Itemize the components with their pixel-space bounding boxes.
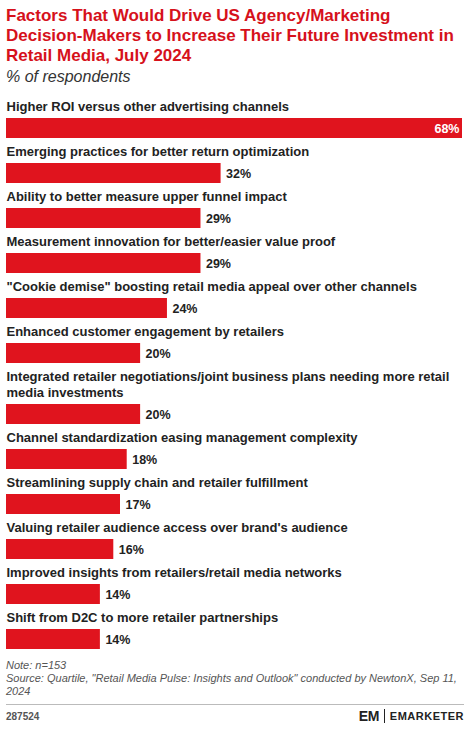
- svg-text:Streamlining supply chain and: Streamlining supply chain and retailer f…: [7, 475, 309, 490]
- svg-text:Enhanced customer engagement b: Enhanced customer engagement by retailer…: [7, 324, 284, 339]
- html-text:Source: Quartile, "Retail Medi: Source: Quartile, "Retail Media Pulse: I…: [6, 672, 457, 697]
- svg-text:14%: 14%: [105, 588, 130, 602]
- svg-text:17%: 17%: [126, 498, 151, 512]
- svg-text:Integrated retailer negotiatio: Integrated retailer negotiations/joint b…: [7, 369, 450, 400]
- svg-text:20%: 20%: [146, 408, 171, 422]
- html-text:Factors That Would Drive US Ag: Factors That Would Drive US Agency/Marke…: [6, 6, 454, 65]
- svg-text:18%: 18%: [132, 453, 157, 467]
- html-text:287524: 287524: [6, 710, 40, 722]
- svg-text:Channel standardization easing: Channel standardization easing managemen…: [7, 430, 359, 445]
- svg-text:Emerging practices for better: Emerging practices for better return opt…: [7, 144, 310, 159]
- svg-text:"Cookie demise" boosting retai: "Cookie demise" boosting retail media ap…: [7, 279, 417, 294]
- html-text:EMARKETER: EMARKETER: [389, 709, 464, 722]
- svg-text:16%: 16%: [119, 543, 144, 557]
- html-text:Note: n=153: Note: n=153: [6, 659, 67, 671]
- svg-text:68%: 68%: [434, 122, 459, 136]
- svg-text:14%: 14%: [105, 633, 130, 647]
- svg-text:Shift from D2C to more retaile: Shift from D2C to more retailer partners…: [7, 610, 279, 625]
- svg-text:Improved insights from retaile: Improved insights from retailers/retail …: [7, 565, 342, 580]
- svg-text:Measurement innovation for bet: Measurement innovation for better/easier…: [7, 234, 336, 249]
- svg-text:29%: 29%: [206, 212, 231, 226]
- svg-text:Valuing retailer audience acce: Valuing retailer audience access over br…: [7, 520, 348, 535]
- svg-text:24%: 24%: [172, 302, 197, 316]
- svg-text:Ability to better measure uppe: Ability to better measure upper funnel i…: [7, 189, 288, 204]
- html-text:% of respondents: % of respondents: [6, 68, 131, 85]
- svg-text:32%: 32%: [226, 167, 251, 181]
- svg-text:29%: 29%: [206, 257, 231, 271]
- svg-text:Higher ROI versus other advert: Higher ROI versus other advertising chan…: [7, 99, 289, 114]
- svg-text:20%: 20%: [146, 347, 171, 361]
- html-text:EM: EM: [358, 707, 379, 724]
